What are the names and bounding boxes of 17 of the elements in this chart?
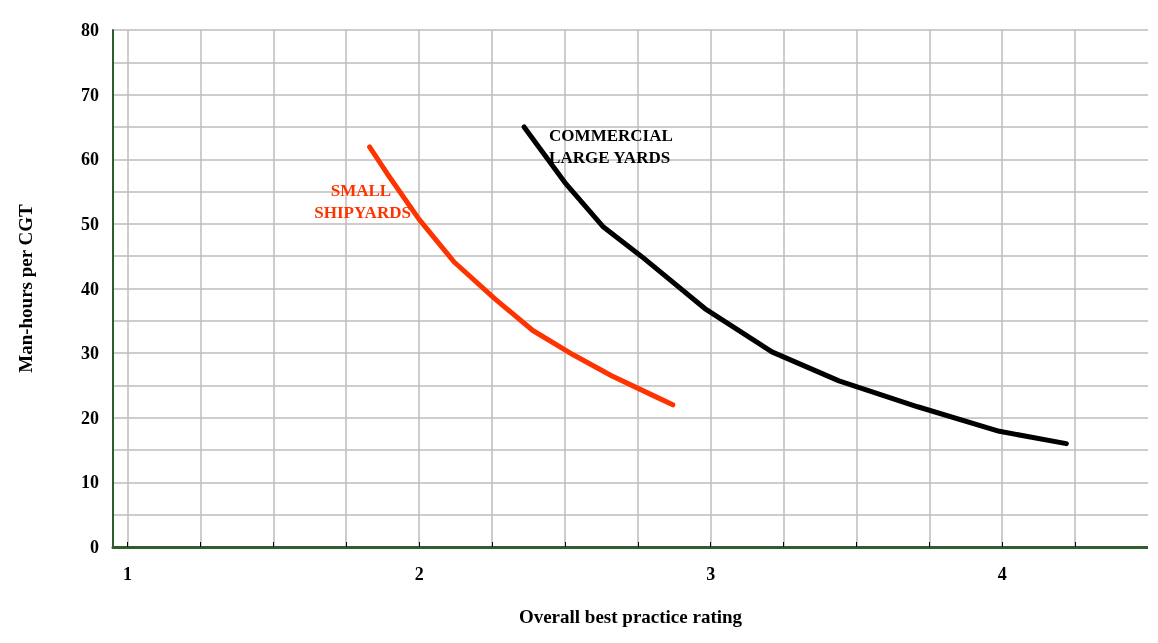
y-tick-label: 80 — [81, 20, 99, 40]
y-tick-label: 40 — [81, 278, 99, 299]
series-label: COMMERCIAL LARGE YARDS — [549, 126, 677, 168]
y-tick-label: 60 — [81, 149, 99, 170]
y-tick-label: 30 — [81, 343, 99, 364]
y-tick-label: 0 — [90, 537, 99, 557]
y-tick-label: 20 — [81, 407, 99, 428]
y-tick-label: 70 — [81, 84, 99, 105]
y-tick-label: 50 — [81, 213, 99, 234]
x-tick-label: 1 — [123, 564, 133, 584]
series-label: SMALL SHIPYARDS — [314, 181, 411, 223]
y-axis-title: Man-hours per CGT — [15, 203, 36, 373]
x-tick-label: 4 — [997, 564, 1007, 584]
x-tick-label: 3 — [706, 564, 716, 584]
x-axis-title: Overall best practice rating — [518, 606, 743, 627]
y-tick-label: 10 — [81, 472, 99, 493]
x-tick-label: 2 — [414, 564, 424, 584]
